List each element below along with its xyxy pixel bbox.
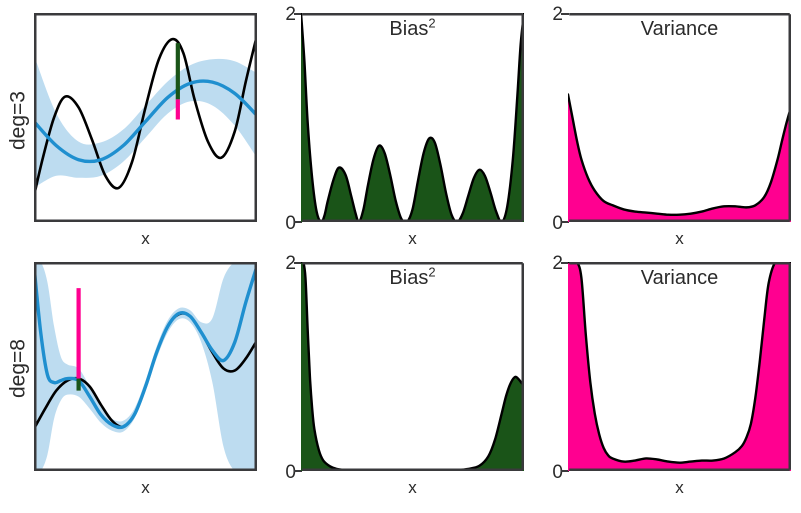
ytick-mark-top-bias2-deg8 — [294, 262, 302, 264]
panel-frame — [34, 262, 257, 471]
panel-bias2-deg8: Bias2 — [301, 262, 524, 471]
panel-variance-deg8: Variance — [568, 262, 791, 471]
fit-deg8-plot — [34, 262, 257, 471]
panel-fit-deg3 — [34, 13, 257, 222]
panel-frame — [302, 13, 524, 222]
variance-deg8-plot — [568, 262, 791, 471]
ytick-mark-top-bias2-deg3 — [294, 13, 302, 15]
xlabel-variance-deg8: x — [675, 478, 684, 497]
ytick-top-bias2-deg3: 2 — [285, 4, 296, 25]
ytick-mark-bottom-bias2-deg8 — [294, 470, 302, 472]
fit-deg3-plot — [34, 33, 257, 198]
variance-deg3-plot — [568, 93, 791, 222]
ytick-top-variance-deg8: 2 — [552, 253, 563, 274]
panel-bias2-deg3: Bias2 — [301, 13, 524, 222]
ytick-mark-bottom-variance-deg3 — [561, 221, 569, 223]
bias2-deg3-plot — [301, 13, 524, 222]
panel-fit-deg8 — [34, 262, 257, 471]
panel-frame — [569, 262, 791, 471]
ytick-bottom-variance-deg3: 0 — [552, 213, 563, 234]
panel-frame — [34, 13, 257, 222]
panel-variance-deg3: Variance — [568, 13, 791, 222]
panel-frame — [302, 262, 524, 471]
panel-frame — [569, 13, 791, 222]
ytick-mark-top-variance-deg8 — [561, 262, 569, 264]
xlabel-fit-deg3: x — [141, 229, 150, 248]
xlabel-bias2-deg3: x — [408, 229, 417, 248]
ytick-top-bias2-deg8: 2 — [285, 253, 296, 274]
ytick-mark-bottom-bias2-deg3 — [294, 221, 302, 223]
xlabel-variance-deg3: x — [675, 229, 684, 248]
xlabel-bias2-deg8: x — [408, 478, 417, 497]
ytick-bottom-variance-deg8: 0 — [552, 462, 563, 483]
xlabel-fit-deg8: x — [141, 478, 150, 497]
row-label-deg3: deg=3 — [6, 91, 30, 150]
ytick-mark-top-variance-deg3 — [561, 13, 569, 15]
ytick-mark-bottom-variance-deg8 — [561, 470, 569, 472]
ytick-bottom-bias2-deg8: 0 — [285, 462, 296, 483]
ytick-top-variance-deg3: 2 — [552, 4, 563, 25]
row-label-deg8: deg=8 — [6, 339, 30, 398]
ytick-bottom-bias2-deg3: 0 — [285, 213, 296, 234]
